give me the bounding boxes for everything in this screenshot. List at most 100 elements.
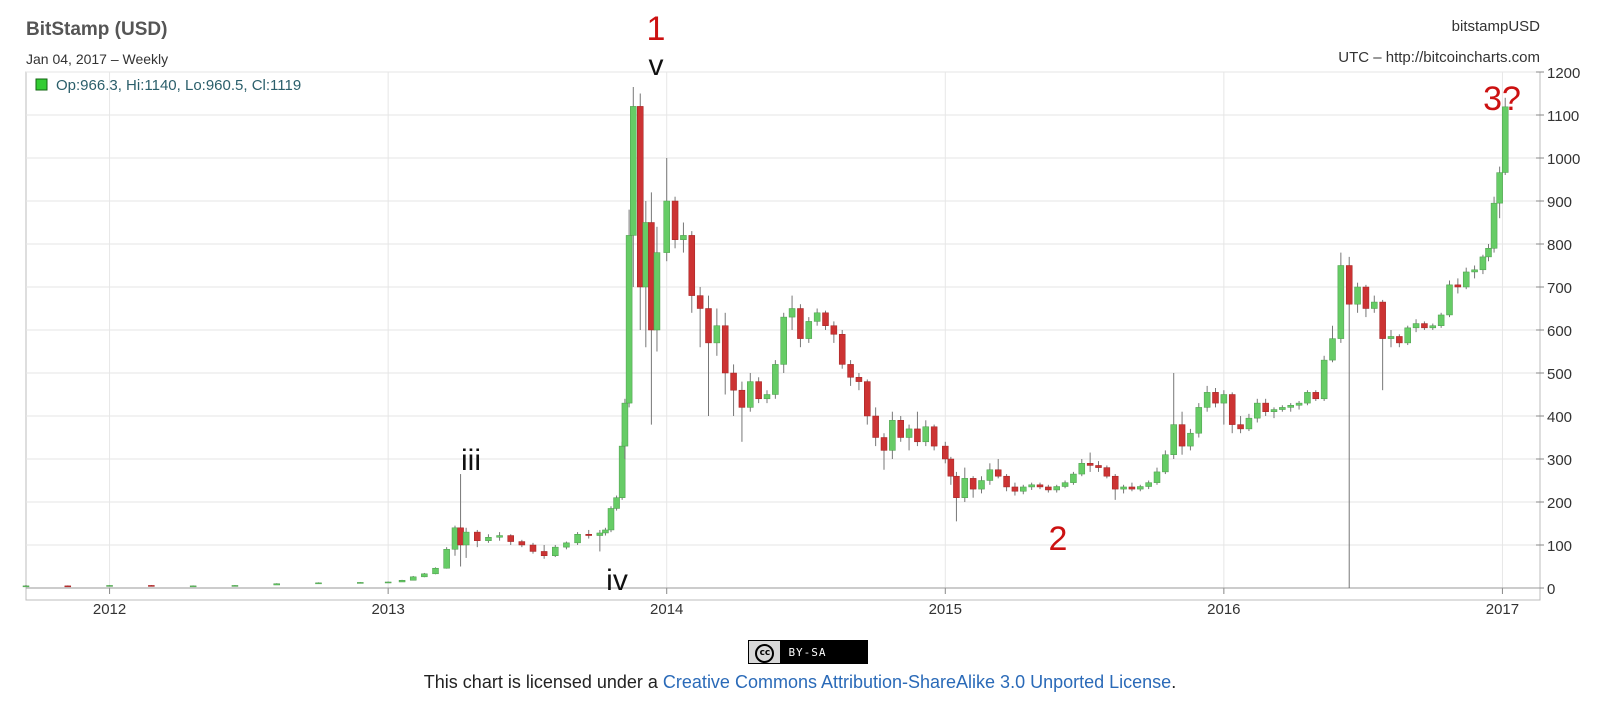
y-tick-label: 1100 — [1547, 108, 1579, 125]
license-link[interactable]: Creative Commons Attribution-ShareAlike … — [662, 672, 1172, 692]
y-tick-label: 0 — [1547, 581, 1555, 598]
candle — [1095, 461, 1102, 472]
candle-body-down — [1345, 265, 1353, 305]
candle — [830, 321, 838, 343]
candle-body-up — [1471, 269, 1478, 273]
candle-body-down — [1011, 486, 1019, 492]
candle-body-up — [432, 567, 439, 575]
candle — [680, 222, 687, 253]
candle-body-up — [1245, 417, 1253, 430]
candle — [1287, 403, 1294, 412]
candle — [607, 506, 615, 533]
candle — [1128, 482, 1136, 492]
candle — [813, 308, 821, 326]
annotation-wave-3: 3? — [1483, 80, 1521, 118]
candle-body-down — [1086, 463, 1094, 466]
candle — [1454, 278, 1462, 294]
candle — [1279, 405, 1286, 412]
candle — [1003, 474, 1010, 492]
candle — [772, 360, 779, 399]
candle — [618, 441, 626, 500]
candle — [1237, 416, 1244, 434]
candle-body-up — [1371, 301, 1378, 309]
candle-body-down — [671, 200, 679, 240]
candle — [1312, 390, 1320, 401]
candle-body-down — [730, 372, 737, 391]
candle — [922, 420, 930, 447]
candle — [1421, 321, 1428, 330]
candle — [1479, 254, 1487, 275]
candle-body-down — [880, 437, 888, 451]
candle — [1245, 413, 1253, 432]
cc-license-badge[interactable]: cc BY-SA — [748, 640, 868, 664]
candle — [1053, 484, 1060, 493]
candle-body-up — [1203, 392, 1211, 408]
candle-body-up — [986, 469, 994, 481]
y-tick-label: 900 — [1547, 194, 1572, 211]
candle — [969, 476, 977, 498]
candle-body-up — [106, 585, 113, 587]
candle — [64, 585, 72, 588]
candle — [637, 93, 644, 330]
candle-body-down — [1379, 301, 1386, 339]
candle-body-up — [1028, 484, 1035, 488]
candle-body-down — [1237, 424, 1244, 430]
candle — [462, 527, 470, 558]
y-tick-label: 500 — [1547, 366, 1572, 383]
candle-body-down — [1396, 336, 1403, 344]
candle-body-up — [978, 480, 985, 490]
candle — [189, 585, 197, 588]
chart-subtitle: Jan 04, 2017 – Weekly — [26, 51, 168, 67]
candle — [688, 231, 696, 313]
y-tick-label: 1200 — [1547, 65, 1580, 82]
candle-body-down — [64, 585, 72, 588]
candle-body-down — [1036, 484, 1044, 488]
candle-body-down — [1095, 465, 1102, 468]
candle — [1412, 319, 1420, 333]
candle-body-up — [1170, 424, 1177, 455]
candle-body-up — [1329, 338, 1336, 361]
candle — [1429, 323, 1437, 330]
candle-body-up — [1061, 482, 1069, 487]
candle — [1485, 244, 1492, 262]
candle-body-up — [1145, 482, 1152, 487]
candle-body-down — [1312, 392, 1320, 400]
candle — [273, 583, 280, 586]
candle-body-down — [648, 222, 655, 331]
candle — [671, 196, 679, 249]
candle-body-up — [642, 222, 650, 288]
candle — [507, 534, 514, 545]
candle — [730, 364, 737, 416]
x-tick-label: 2012 — [93, 601, 126, 618]
candle — [838, 330, 846, 369]
candle-body-up — [613, 497, 620, 509]
candle-body-up — [563, 542, 570, 548]
candle — [485, 534, 492, 543]
candle — [1212, 388, 1219, 408]
candle — [905, 424, 913, 451]
candle-body-up — [384, 581, 392, 584]
candle-body-up — [1490, 202, 1498, 249]
candle — [1220, 390, 1228, 425]
candle — [1496, 166, 1503, 219]
candle — [978, 476, 985, 494]
candle-body-down — [994, 469, 1002, 477]
candle — [788, 295, 796, 330]
candle — [625, 209, 633, 408]
candle-body-down — [474, 531, 481, 541]
candle-body-up — [1437, 314, 1445, 326]
candle — [148, 584, 155, 587]
candle-body-down — [1454, 284, 1462, 288]
candle — [696, 287, 704, 348]
candle-body-up — [1053, 486, 1060, 491]
x-tick-label: 2017 — [1486, 601, 1519, 618]
candle — [474, 529, 481, 548]
candle-body-up — [398, 580, 406, 583]
candle — [409, 575, 417, 581]
candle — [1020, 484, 1027, 495]
candle-body-up — [1137, 486, 1144, 490]
candle-body-up — [1485, 248, 1492, 258]
candle-body-down — [855, 377, 863, 382]
candle — [847, 360, 854, 386]
candle-body-up — [315, 582, 322, 585]
